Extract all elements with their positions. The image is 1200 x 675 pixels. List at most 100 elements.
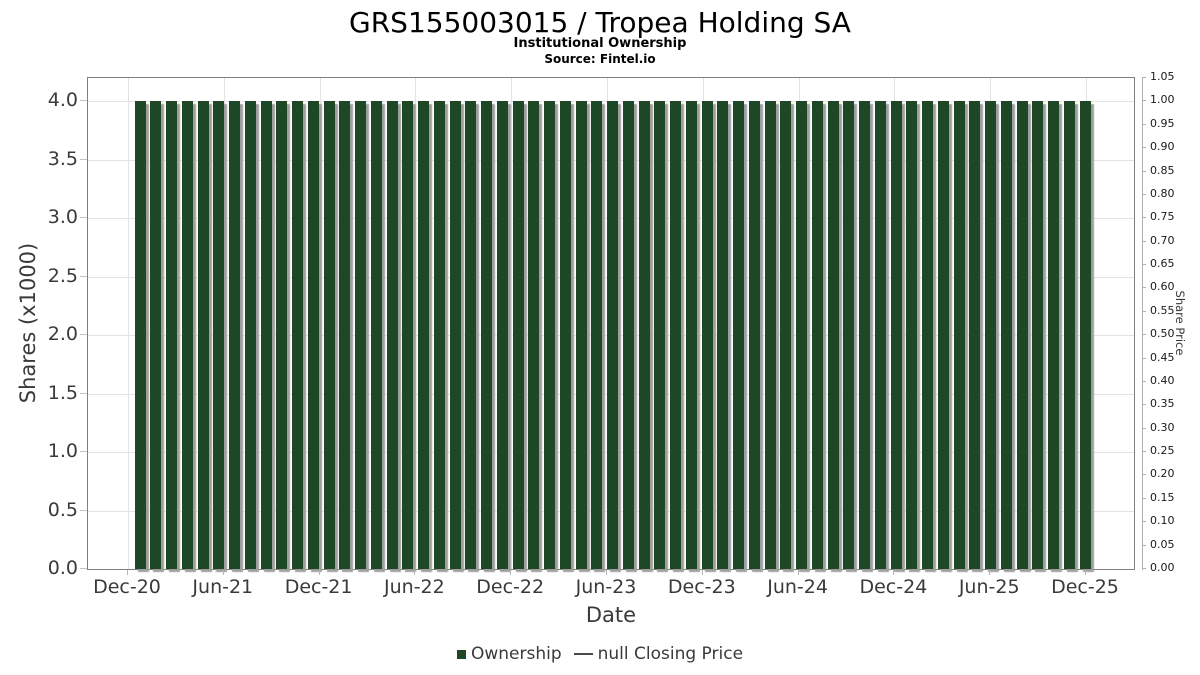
y-tick-label: 4.0 bbox=[47, 89, 78, 112]
share-price-tick-label: 0.90 bbox=[1150, 140, 1175, 154]
x-tick-mark bbox=[318, 570, 320, 575]
x-tick-label: Jun-22 bbox=[384, 576, 445, 598]
share-price-tick-label: 0.40 bbox=[1150, 373, 1175, 387]
share-price-tick-label: 0.50 bbox=[1150, 327, 1175, 341]
ownership-bar bbox=[433, 101, 445, 569]
share-price-tick-mark bbox=[1142, 334, 1146, 336]
ownership-bar bbox=[843, 101, 855, 569]
ownership-bar bbox=[244, 101, 256, 569]
share-price-tick-mark bbox=[1142, 123, 1146, 125]
x-tick-mark bbox=[222, 570, 224, 575]
ownership-bar bbox=[166, 101, 177, 569]
gridline-vertical bbox=[223, 78, 225, 569]
share-price-tick-label: 0.15 bbox=[1150, 490, 1175, 504]
ownership-bar bbox=[323, 101, 335, 569]
x-tick-label: Jun-25 bbox=[958, 576, 1020, 598]
ownership-bar bbox=[512, 101, 524, 569]
x-tick-mark bbox=[414, 570, 416, 575]
share-price-tick-label: 0.45 bbox=[1150, 350, 1175, 364]
ownership-bar bbox=[528, 101, 540, 569]
chart-subtitle: Institutional Ownership bbox=[513, 36, 687, 51]
y-tick-mark bbox=[80, 334, 87, 336]
gridline-vertical bbox=[128, 78, 129, 569]
share-price-tick-mark bbox=[1142, 217, 1146, 219]
y-tick-label: 0.5 bbox=[47, 498, 78, 521]
share-price-tick-mark bbox=[1142, 287, 1146, 289]
ownership-bar bbox=[1063, 101, 1075, 569]
ownership-bar bbox=[1000, 101, 1012, 569]
share-price-tick-mark bbox=[1142, 451, 1146, 453]
share-price-tick-mark bbox=[1142, 147, 1146, 149]
ownership-bar bbox=[890, 101, 902, 569]
share-price-tick-label: 0.85 bbox=[1150, 163, 1175, 177]
ownership-bar bbox=[764, 101, 776, 569]
ownership-bar bbox=[260, 101, 272, 569]
share-price-tick-mark bbox=[1142, 240, 1146, 242]
ownership-bar bbox=[796, 101, 807, 569]
ownership-bar bbox=[670, 101, 681, 569]
share-price-tick-label: 0.20 bbox=[1150, 467, 1175, 481]
y-tick-label: 2.5 bbox=[47, 264, 78, 287]
y-tick-mark bbox=[80, 509, 87, 511]
share-price-tick-mark bbox=[1142, 474, 1146, 476]
ownership-bar bbox=[339, 101, 351, 569]
share-price-tick-mark bbox=[1142, 77, 1146, 78]
ownership-bar bbox=[922, 101, 933, 569]
ownership-bar bbox=[985, 101, 996, 569]
legend-item-ownership: Ownership bbox=[456, 644, 562, 664]
x-tick-label: Jun-24 bbox=[767, 576, 828, 598]
ownership-bar bbox=[402, 101, 414, 569]
share-price-tick-mark bbox=[1142, 404, 1146, 406]
ownership-bar bbox=[229, 101, 240, 569]
y-tick-label: 2.0 bbox=[47, 323, 78, 346]
y-tick-mark bbox=[80, 100, 87, 102]
ownership-bar bbox=[937, 101, 949, 569]
share-price-tick-label: 0.95 bbox=[1150, 116, 1175, 130]
share-price-tick-mark bbox=[1142, 427, 1146, 429]
x-tick-label: Dec-22 bbox=[476, 576, 545, 598]
ownership-bar bbox=[134, 101, 146, 569]
share-price-tick-label: 0.75 bbox=[1150, 210, 1175, 224]
x-tick-label: Dec-24 bbox=[859, 576, 928, 598]
ownership-bar bbox=[622, 101, 634, 569]
share-price-tick-mark bbox=[1142, 310, 1146, 312]
x-tick-mark bbox=[127, 570, 128, 575]
x-tick-label: Dec-20 bbox=[93, 576, 161, 598]
share-price-tick-mark bbox=[1142, 193, 1146, 195]
share-price-tick-mark bbox=[1142, 170, 1146, 172]
y-tick-label: 3.0 bbox=[47, 206, 78, 229]
ownership-bar bbox=[496, 101, 508, 569]
ownership-bar bbox=[559, 101, 571, 569]
legend-item-closing-price: null Closing Price bbox=[573, 644, 743, 664]
share-price-tick-label: 1.00 bbox=[1150, 93, 1175, 107]
ownership-bar bbox=[733, 101, 744, 569]
ownership-bar bbox=[575, 101, 587, 569]
share-price-tick-label: 0.60 bbox=[1150, 280, 1175, 294]
ownership-bar bbox=[874, 101, 886, 569]
share-price-tick-label: 0.00 bbox=[1150, 561, 1175, 574]
legend: Ownership null Closing Price bbox=[0, 644, 1200, 664]
ownership-bar bbox=[654, 101, 666, 569]
x-tick-mark bbox=[797, 570, 799, 575]
y-tick-mark bbox=[80, 392, 87, 394]
ownership-bar bbox=[150, 101, 162, 569]
x-tick-label: Dec-25 bbox=[1051, 576, 1119, 598]
ownership-bar bbox=[355, 101, 366, 569]
x-tick-label: Dec-21 bbox=[284, 576, 353, 598]
ownership-bar bbox=[213, 101, 225, 569]
right-axis-spine bbox=[1142, 77, 1143, 570]
ownership-bar bbox=[197, 101, 209, 569]
ownership-bar bbox=[292, 101, 303, 569]
ownership-bar bbox=[906, 101, 918, 569]
x-tick-mark bbox=[989, 570, 991, 575]
share-price-tick-mark bbox=[1142, 568, 1146, 569]
ownership-bar bbox=[465, 101, 477, 569]
ownership-bar bbox=[481, 101, 492, 569]
ownership-bar bbox=[307, 101, 319, 569]
y-tick-label: 1.0 bbox=[47, 440, 78, 463]
y-tick-label: 1.5 bbox=[47, 381, 78, 404]
gridline-vertical bbox=[511, 78, 513, 569]
chart-title: GRS155003015 / Tropea Holding SA bbox=[349, 6, 851, 39]
ownership-bar bbox=[811, 101, 823, 569]
legend-line-marker bbox=[573, 653, 593, 655]
